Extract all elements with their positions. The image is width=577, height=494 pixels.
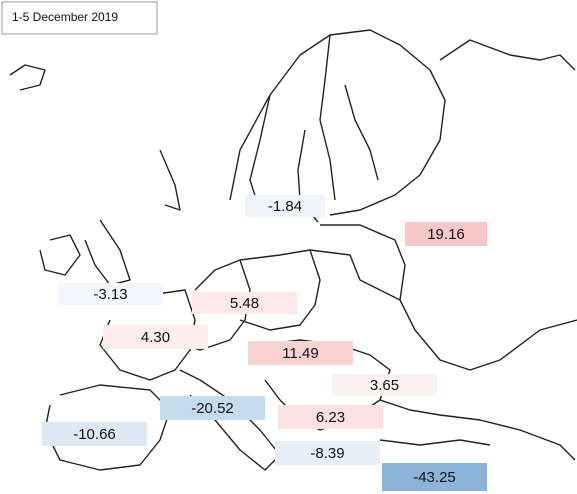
- value-labels: -1.84 19.16 -3.13 5.48 4.30 11.49 3.65 -20.52 6.…: [42, 195, 487, 491]
- label-box: [278, 405, 383, 429]
- value-label: 19.16: [427, 226, 465, 243]
- label-box: [58, 283, 163, 305]
- label-box: [160, 396, 265, 420]
- value-label: -10.66: [73, 426, 116, 443]
- label-box: [405, 222, 487, 246]
- value-label: 3.65: [370, 377, 399, 394]
- value-label: -8.39: [310, 445, 344, 462]
- map-title: 1-5 December 2019: [12, 10, 118, 24]
- label-box: [192, 292, 297, 314]
- label-box: [103, 325, 208, 349]
- label-box: [275, 441, 380, 465]
- value-label: 11.49: [282, 345, 318, 362]
- value-label: -43.25: [413, 469, 456, 486]
- label-box: [248, 341, 353, 365]
- label-box: [382, 463, 487, 491]
- label-box: [245, 195, 325, 217]
- value-label: -20.52: [191, 400, 234, 417]
- label-box: [332, 374, 437, 396]
- value-label: 5.48: [230, 295, 259, 312]
- value-label: -1.84: [268, 198, 302, 215]
- title-box: [1, 1, 158, 35]
- value-label: -3.13: [93, 286, 127, 303]
- value-label: 6.23: [316, 409, 345, 426]
- label-box: [42, 422, 147, 446]
- value-label: 4.30: [141, 329, 170, 346]
